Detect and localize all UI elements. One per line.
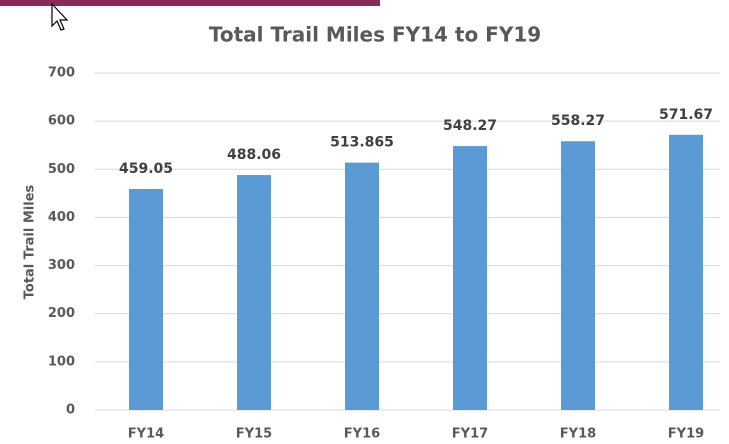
bar — [129, 189, 163, 410]
y-tick-label: 500 — [48, 162, 75, 177]
data-label: 459.05 — [119, 161, 173, 177]
data-label: 548.27 — [443, 118, 497, 134]
bar — [237, 175, 271, 410]
chart-title: Total Trail Miles FY14 to FY19 — [209, 23, 541, 47]
y-tick-label: 600 — [48, 114, 75, 129]
y-tick-label: 0 — [66, 403, 75, 418]
x-tick-label: FY18 — [560, 427, 596, 442]
data-label: 513.865 — [330, 135, 394, 151]
data-label: 488.06 — [227, 147, 281, 163]
data-label: 571.67 — [659, 107, 713, 123]
y-axis-label: Total Trail Miles — [23, 184, 38, 299]
y-tick-label: 700 — [48, 66, 75, 81]
x-tick-label: FY16 — [344, 427, 380, 442]
x-tick-label: FY14 — [128, 427, 164, 442]
x-tick-label: FY17 — [452, 427, 488, 442]
bar — [345, 162, 379, 410]
y-tick-label: 400 — [48, 210, 75, 225]
bar — [561, 141, 595, 411]
bar — [453, 146, 487, 410]
bar — [669, 134, 703, 410]
x-tick-label: FY15 — [236, 427, 272, 442]
x-tick-label: FY19 — [668, 427, 704, 442]
y-tick-label: 100 — [48, 354, 75, 369]
data-label: 558.27 — [551, 113, 605, 129]
y-tick-label: 300 — [48, 258, 75, 273]
window-bar — [0, 0, 380, 6]
cursor — [51, 2, 69, 31]
y-tick-label: 200 — [48, 306, 75, 321]
